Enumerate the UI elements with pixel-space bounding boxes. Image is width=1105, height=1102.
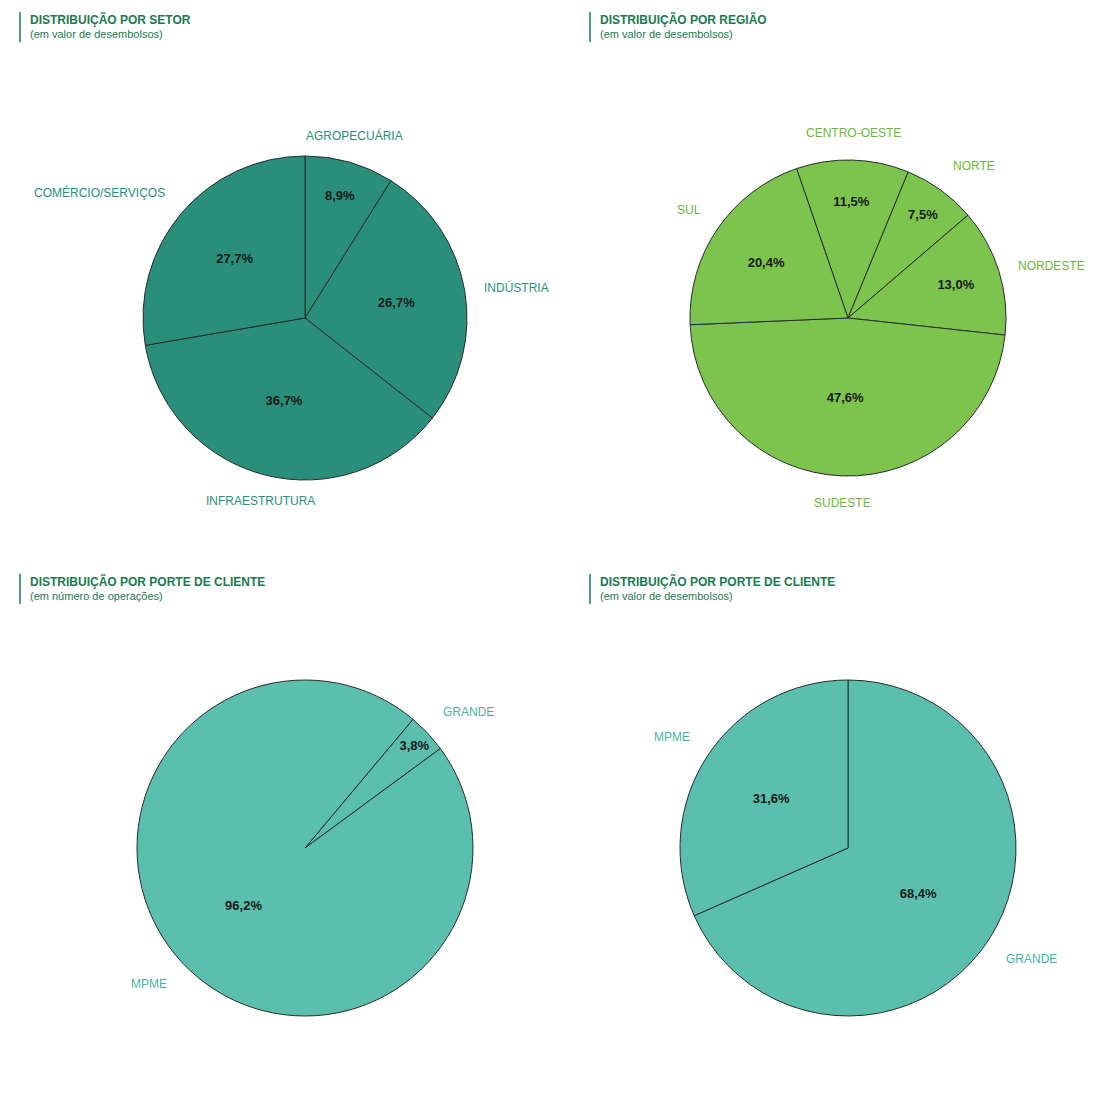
svg-text:13,0%: 13,0% — [937, 277, 974, 292]
svg-text:31,6%: 31,6% — [753, 791, 790, 806]
svg-text:GRANDE: GRANDE — [1006, 952, 1057, 966]
svg-text:96,2%: 96,2% — [225, 898, 262, 913]
svg-text:(em valor de desembolsos): (em valor de desembolsos) — [600, 590, 733, 602]
svg-text:CENTRO-OESTE: CENTRO-OESTE — [806, 126, 901, 140]
svg-text:7,5%: 7,5% — [908, 207, 938, 222]
svg-text:(em valor de desembolsos): (em valor de desembolsos) — [600, 28, 733, 40]
svg-text:20,4%: 20,4% — [748, 255, 785, 270]
svg-text:11,5%: 11,5% — [833, 194, 870, 209]
svg-text:DISTRIBUIÇÃO POR REGIÃO: DISTRIBUIÇÃO POR REGIÃO — [600, 12, 767, 27]
svg-text:DISTRIBUIÇÃO POR SETOR: DISTRIBUIÇÃO POR SETOR — [30, 12, 191, 27]
svg-text:SUL: SUL — [677, 203, 701, 217]
svg-text:COMÉRCIO/SERVIÇOS: COMÉRCIO/SERVIÇOS — [34, 185, 165, 200]
svg-text:INFRAESTRUTURA: INFRAESTRUTURA — [206, 494, 315, 508]
svg-text:36,7%: 36,7% — [266, 393, 303, 408]
svg-text:MPME: MPME — [654, 730, 690, 744]
svg-text:3,8%: 3,8% — [399, 738, 429, 753]
svg-text:DISTRIBUIÇÃO POR PORTE DE CLIE: DISTRIBUIÇÃO POR PORTE DE CLIENTE — [600, 574, 835, 589]
svg-text:26,7%: 26,7% — [378, 295, 415, 310]
svg-text:AGROPECUÁRIA: AGROPECUÁRIA — [306, 128, 403, 143]
svg-text:(em número de operações): (em número de operações) — [30, 590, 163, 602]
svg-text:68,4%: 68,4% — [900, 886, 937, 901]
svg-text:8,9%: 8,9% — [325, 188, 355, 203]
svg-text:GRANDE: GRANDE — [443, 705, 494, 719]
svg-text:27,7%: 27,7% — [216, 251, 253, 266]
svg-text:MPME: MPME — [131, 977, 167, 991]
svg-text:(em valor de desembolsos): (em valor de desembolsos) — [30, 28, 163, 40]
svg-text:INDÚSTRIA: INDÚSTRIA — [484, 280, 549, 295]
svg-text:47,6%: 47,6% — [827, 390, 864, 405]
svg-text:DISTRIBUIÇÃO POR PORTE DE CLIE: DISTRIBUIÇÃO POR PORTE DE CLIENTE — [30, 574, 265, 589]
svg-text:NORDESTE: NORDESTE — [1018, 259, 1085, 273]
svg-text:SUDESTE: SUDESTE — [814, 496, 871, 510]
svg-text:NORTE: NORTE — [953, 159, 995, 173]
